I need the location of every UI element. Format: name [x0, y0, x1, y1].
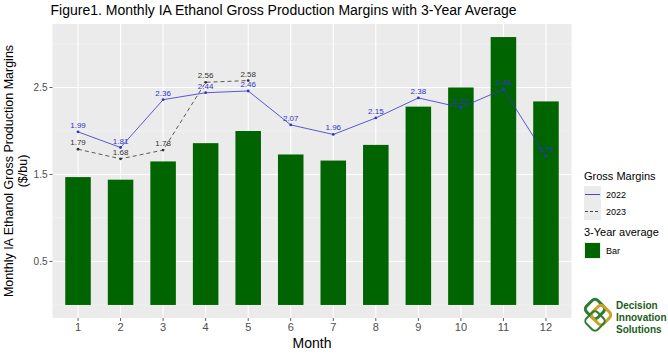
y-tick: [50, 174, 53, 175]
logo: DecisionInnovationSolutions: [584, 298, 667, 335]
x-tick-label: 1: [75, 321, 81, 333]
x-axis-title: Month: [293, 335, 332, 351]
point: [77, 130, 80, 133]
bar: [108, 180, 134, 305]
bar: [363, 145, 389, 305]
data-label: 1.81: [113, 137, 129, 146]
bar: [278, 154, 304, 304]
point: [289, 123, 292, 126]
point: [162, 149, 165, 152]
x-tick-label: 8: [373, 321, 379, 333]
data-label: 2.27: [453, 97, 469, 106]
point: [247, 90, 250, 93]
x-tick-label: 6: [288, 321, 294, 333]
bar: [321, 161, 347, 305]
y-axis-title: Monthly IA Ethanol Gross Production Marg…: [2, 45, 30, 297]
point: [162, 98, 165, 101]
legend-title: 3-Year average: [584, 226, 659, 238]
line-2023: [78, 81, 248, 159]
x-tick-label: 5: [245, 321, 251, 333]
point: [77, 148, 80, 151]
bar: [150, 161, 176, 305]
title: Figure1. Monthly IA Ethanol Gross Produc…: [51, 2, 517, 18]
point: [545, 155, 548, 158]
legend-key: [585, 194, 600, 195]
legend-key-bg: [584, 203, 601, 220]
data-label: 1.79: [70, 138, 86, 147]
plot-panel: [53, 24, 572, 318]
x-tick-label: 4: [203, 321, 209, 333]
legend-key: [585, 211, 600, 212]
y-tick-label: 0.5: [34, 256, 48, 267]
data-label: 1.78: [155, 139, 171, 148]
point: [502, 88, 505, 91]
y-axis-title-line: ($/bu): [16, 155, 30, 188]
point: [459, 106, 462, 109]
legend-key-bg: [584, 242, 601, 259]
background: [0, 0, 668, 354]
data-label: 1.96: [325, 123, 341, 132]
logo-text: Decision: [616, 300, 658, 311]
legend-label: 2023: [606, 207, 626, 217]
data-label: 2.56: [198, 71, 214, 80]
bar: [235, 131, 261, 305]
data-label: 2.48: [496, 78, 512, 87]
bar: [193, 143, 219, 305]
chart: 1.99 1.81 2.36 2.44 2.46 2.07 1.96 2.15 2.38 2.27…: [0, 0, 668, 354]
bar: [491, 37, 517, 305]
y-tick: [50, 261, 53, 262]
bar: [533, 101, 559, 305]
x-tick-label: 9: [415, 321, 421, 333]
legend-title: Gross Margins: [584, 170, 656, 182]
data-label: 2.44: [198, 82, 214, 91]
data-label: 2.58: [240, 70, 256, 79]
marks: [65, 37, 558, 305]
x-tick-label: 10: [455, 321, 467, 333]
point: [204, 91, 207, 94]
point: [374, 117, 377, 120]
y-axis-title-line: Monthly IA Ethanol Gross Production Marg…: [2, 45, 16, 297]
data-label: 2.36: [155, 89, 171, 98]
logo-icon: [584, 310, 607, 333]
y-tick: [50, 87, 53, 88]
logo-text: Solutions: [616, 324, 662, 335]
point: [119, 157, 122, 160]
legend-label: 2022: [606, 190, 626, 200]
legend-key-bg: [584, 186, 601, 203]
data-label: 2.46: [240, 80, 256, 89]
x-tick-label: 12: [540, 321, 552, 333]
data-label: 1.71: [538, 145, 554, 154]
x-tick-label: 2: [118, 321, 124, 333]
legend-key: [585, 243, 600, 258]
data-label: 2.38: [411, 87, 427, 96]
bar: [65, 177, 91, 305]
point: [417, 97, 420, 100]
data-label: 2.07: [283, 114, 299, 123]
point: [332, 133, 335, 136]
y-tick-label: 1.5: [34, 169, 48, 180]
data-label: 1.68: [113, 148, 129, 157]
x-tick-label: 3: [160, 321, 166, 333]
data-labels: 1.99 1.81 2.36 2.44 2.46 2.07 1.96 2.15 2.38 2.27…: [70, 70, 554, 157]
data-label: 1.99: [70, 121, 86, 130]
logo-text: Innovation: [616, 312, 667, 323]
line-2022: [78, 89, 546, 156]
bar: [448, 87, 474, 304]
bar: [406, 107, 432, 305]
data-label: 2.15: [368, 107, 384, 116]
x-tick-label: 11: [498, 321, 509, 333]
legend-label: Bar: [606, 246, 620, 256]
y-tick-label: 2.5: [34, 82, 48, 93]
x-tick-label: 7: [330, 321, 336, 333]
